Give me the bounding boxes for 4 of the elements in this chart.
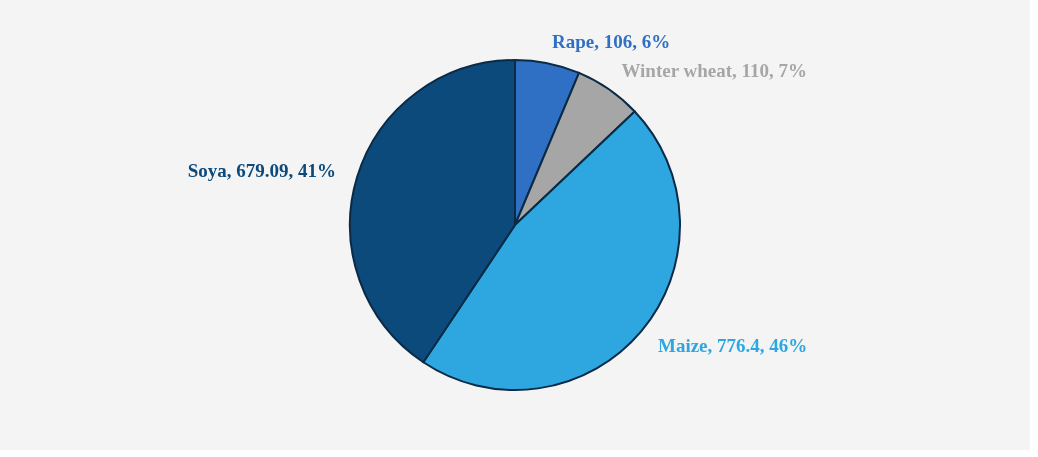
slice-label: Maize, 776.4, 46%	[657, 334, 808, 356]
slice-label: Soya, 679.09, 41%	[187, 159, 337, 181]
slice-label: Rape, 106, 6%	[552, 30, 671, 52]
slice-label: Winter wheat, 110, 7%	[621, 60, 807, 82]
